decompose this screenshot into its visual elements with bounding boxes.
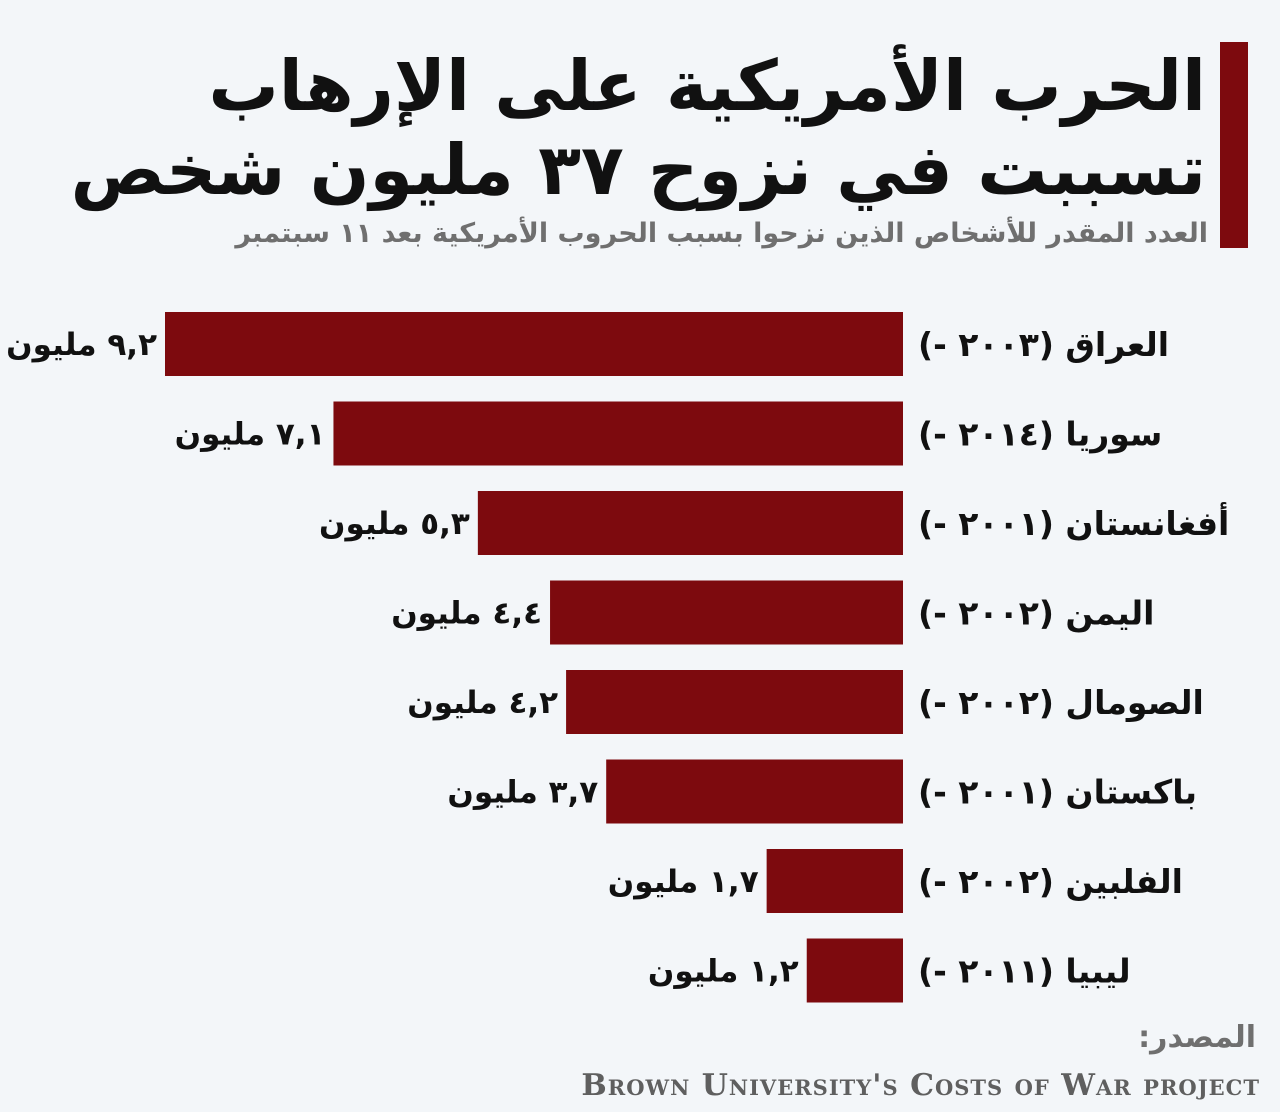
bar <box>550 580 903 645</box>
accent-bar <box>1220 42 1248 248</box>
source-text: Brown University's Costs of War project <box>581 1068 1260 1103</box>
category-label: ‏سوريا (٢٠١٤ -) <box>918 415 1162 455</box>
bar <box>766 849 903 913</box>
title-line-2: تسببت في نزوح ٣٧ مليون شخص <box>70 129 1206 211</box>
bar-chart: ‏العراق (٢٠٠٣ -) ‏٩,٢ مليون ‏سوريا (٢٠١٤ -… <box>6 312 1229 1003</box>
category-label: ‏ليبيا (٢٠١١ -) <box>918 952 1131 991</box>
bar <box>566 670 903 734</box>
title-line-1: الحرب الأمريكية على الإرهاب <box>208 45 1206 127</box>
category-label: ‏الفلبين (٢٠٠٢ -) <box>918 862 1183 902</box>
value-label: ‏١,٢ مليون <box>648 954 799 990</box>
category-label: ‏العراق (٢٠٠٣ -) <box>918 325 1169 365</box>
bar <box>165 312 903 376</box>
bar <box>806 938 903 1003</box>
page-title: الحرب الأمريكية على الإرهاب تسببت في نزو… <box>56 44 1206 212</box>
value-label: ‏٤,٢ مليون <box>407 685 558 721</box>
page-subtitle: العدد المقدر للأشخاص الذين نزحوا بسبب ال… <box>235 218 1208 249</box>
bar <box>333 401 903 466</box>
category-label: ‏باكستان (٢٠٠١ -) <box>918 773 1197 812</box>
value-label: ‏١,٧ مليون <box>608 864 759 900</box>
category-label: ‏الصومال (٢٠٠٢ -) <box>918 683 1204 723</box>
value-label: ‏٥,٣ مليون <box>319 506 470 542</box>
category-label: ‏اليمن (٢٠٠٢ -) <box>918 594 1154 634</box>
bar <box>477 491 903 555</box>
value-label: ‏٣,٧ مليون <box>447 775 598 811</box>
category-label: ‏أفغانستان (٢٠٠١ -) <box>918 502 1229 543</box>
value-label: ‏٩,٢ مليون <box>6 327 157 363</box>
value-label: ‏٤,٤ مليون <box>391 596 542 632</box>
source-label: المصدر: <box>1138 1020 1256 1055</box>
bar <box>606 759 903 824</box>
value-label: ‏٧,١ مليون <box>175 417 326 453</box>
